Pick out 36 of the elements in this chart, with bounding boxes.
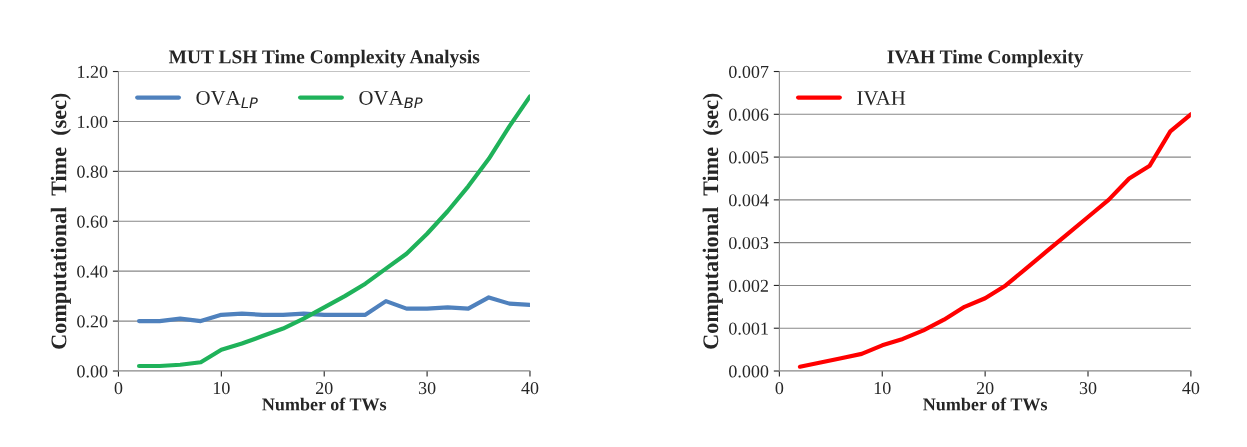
line-series bbox=[136, 295, 530, 324]
y-tick-label: 0.80 bbox=[77, 165, 108, 178]
legend-label: IVAH bbox=[857, 91, 906, 106]
x-axis-title: Number of TWs bbox=[262, 397, 387, 411]
y-tick-label: 0.007 bbox=[729, 65, 769, 79]
line-series bbox=[797, 112, 1191, 369]
y-tick-label: 0.000 bbox=[729, 365, 769, 378]
y-tick-label: 1.00 bbox=[78, 115, 108, 128]
y-tick-label: 0.005 bbox=[729, 151, 769, 164]
y-axis-title: Computational Time (sec) bbox=[50, 93, 71, 349]
x-tick-label: 10 bbox=[213, 381, 230, 395]
x-tick-label: 40 bbox=[1182, 381, 1200, 395]
y-tick-label: 0.00 bbox=[77, 365, 108, 378]
x-tick-label: 10 bbox=[874, 381, 891, 395]
x-tick-label: 20 bbox=[315, 381, 333, 395]
x-tick-label: 30 bbox=[418, 381, 436, 395]
chart-title: MUT LSH Time Complexity Analysis bbox=[168, 49, 480, 68]
x-tick-label: 20 bbox=[976, 381, 994, 395]
legend-label: OVA$_{BP}$ bbox=[359, 90, 423, 109]
y-tick-label: 0.006 bbox=[729, 108, 769, 121]
x-axis-title: Number of TWs bbox=[923, 397, 1048, 411]
y-tick-label: 0.001 bbox=[729, 322, 768, 335]
legend-label: OVA$_{LP}$ bbox=[196, 90, 258, 109]
x-tick-label: 0 bbox=[775, 381, 784, 395]
x-tick-label: 30 bbox=[1079, 381, 1097, 395]
y-tick-label: 0.40 bbox=[77, 265, 108, 278]
y-tick-label: 0.20 bbox=[77, 315, 108, 328]
y-tick-label: 0.003 bbox=[729, 236, 769, 250]
y-axis-title: Computational Time (sec) bbox=[702, 93, 723, 349]
y-tick-label: 0.60 bbox=[77, 215, 108, 228]
y-tick-label: 0.004 bbox=[729, 194, 769, 207]
chart-title: IVAH Time Complexity bbox=[887, 49, 1084, 68]
y-tick-label: 1.20 bbox=[78, 65, 108, 79]
y-tick-label: 0.002 bbox=[729, 279, 768, 292]
x-tick-label: 40 bbox=[521, 381, 539, 395]
x-tick-label: 0 bbox=[114, 381, 123, 395]
